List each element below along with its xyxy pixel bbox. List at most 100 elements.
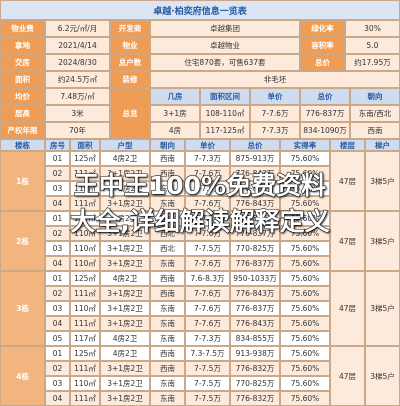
unit-cell: 834-855万 <box>230 331 280 346</box>
unit-cell: 7-7.6万 <box>185 226 230 241</box>
summary-cell: 7-7.6万 <box>250 105 300 122</box>
floors: 47层 <box>330 211 365 271</box>
info-label: 物业 <box>110 37 150 54</box>
unit-cell: 75.60% <box>280 331 330 346</box>
unit-cell: 3+1房2卫 <box>100 361 150 376</box>
unit-cell: 110㎡ <box>70 376 100 391</box>
unit-cell: 01 <box>45 346 70 361</box>
unit-cell: 3+1房2卫 <box>100 301 150 316</box>
unit-cell: 东南 <box>150 196 185 211</box>
unit-cell: 4房2卫 <box>100 331 150 346</box>
units-header: 房号 <box>45 139 70 151</box>
summary-cell: 7-7.3万 <box>250 122 300 139</box>
unit-cell: 834-855万 <box>230 211 280 226</box>
unit-cell: 75.60% <box>280 151 330 166</box>
unit-cell: 111㎡ <box>70 316 100 331</box>
info-label: 装修 <box>110 71 150 88</box>
unit-cell: 125㎡ <box>70 151 100 166</box>
unit-cell: 110㎡ <box>70 301 100 316</box>
unit-cell: 7-7.6万 <box>185 286 230 301</box>
info-label: 拿地 <box>0 37 45 54</box>
unit-cell: 西南 <box>150 166 185 181</box>
unit-cell: 111㎡ <box>70 166 100 181</box>
unit-cell: 776-843万 <box>230 196 280 211</box>
unit-cell: 东南 <box>150 256 185 271</box>
unit-cell: 04 <box>45 391 70 406</box>
unit-cell: 75.60% <box>280 256 330 271</box>
unit-cell: 110㎡ <box>70 241 100 256</box>
lift-ratio: 3梯5户 <box>365 271 400 346</box>
unit-cell: 东南 <box>150 376 185 391</box>
unit-cell: 3+1房2卫 <box>100 286 150 301</box>
unit-cell: 776-843万 <box>230 316 280 331</box>
unit-cell: 770-825万 <box>230 376 280 391</box>
unit-cell: 7-7.5万 <box>185 361 230 376</box>
unit-cell: 776-832万 <box>230 361 280 376</box>
unit-cell: 东南 <box>150 181 185 196</box>
unit-cell: 02 <box>45 361 70 376</box>
summary-label: 产权年限 <box>0 122 45 139</box>
unit-cell: 东南 <box>150 391 185 406</box>
summary-cell: 东南/西北 <box>350 105 400 122</box>
building-label: 3栋 <box>0 271 45 346</box>
unit-cell: 117㎡ <box>70 331 100 346</box>
summary-value: 7.48万/㎡ <box>45 88 110 105</box>
unit-cell: 西南 <box>150 286 185 301</box>
summary-cell: 117-125㎡ <box>200 122 250 139</box>
info-value: 住宅870套，可售637套 <box>150 54 300 71</box>
summary-header: 几房 <box>150 88 200 105</box>
units-header: 面积 <box>70 139 100 151</box>
unit-cell: 7-7.6万 <box>185 301 230 316</box>
unit-cell: 01 <box>45 151 70 166</box>
unit-cell: 75.60% <box>280 211 330 226</box>
summary-label: 层高 <box>0 105 45 122</box>
unit-cell: 776-832万 <box>230 391 280 406</box>
lift-ratio: 3梯5户 <box>365 346 400 406</box>
unit-cell: 7-7.6万 <box>185 181 230 196</box>
units-header: 总价 <box>230 139 280 151</box>
info-label: 面积 <box>0 71 45 88</box>
unit-cell: 7-7.3万 <box>185 151 230 166</box>
info-value: 卓越物业 <box>150 37 300 54</box>
unit-cell: 111㎡ <box>70 391 100 406</box>
info-value: 30% <box>345 20 400 37</box>
unit-cell: 05 <box>45 331 70 346</box>
summary-cell: 4房 <box>150 122 200 139</box>
units-header: 楼栋 <box>0 139 45 151</box>
info-label: 总价 <box>300 54 345 71</box>
unit-cell: 75.60% <box>280 196 330 211</box>
overlay-text: 大全,详细解读解释定义 <box>70 206 331 236</box>
unit-cell: 7.6-8.3万 <box>185 271 230 286</box>
units-header: 楼层 <box>330 139 365 151</box>
unit-cell: 776-837万 <box>230 301 280 316</box>
units-header: 朝向 <box>150 139 185 151</box>
unit-cell: 3+1房2卫 <box>100 226 150 241</box>
unit-cell: 776-837万 <box>230 226 280 241</box>
units-header: 单价 <box>185 139 230 151</box>
info-value: 约24.5万㎡ <box>45 71 110 88</box>
info-label: 交房 <box>0 54 45 71</box>
unit-cell: 75.60% <box>280 301 330 316</box>
unit-cell: 7-7.5万 <box>185 391 230 406</box>
unit-cell: 3+1房2卫 <box>100 241 150 256</box>
units-header: 梯户 <box>365 139 400 151</box>
unit-cell: 75.60% <box>280 346 330 361</box>
unit-cell: 03 <box>45 241 70 256</box>
unit-cell: 776-843万 <box>230 166 280 181</box>
unit-cell: 111㎡ <box>70 286 100 301</box>
floors: 47层 <box>330 151 365 211</box>
summary-value: 3米 <box>45 105 110 122</box>
info-label: 物业费 <box>0 20 45 37</box>
units-header: 实得率 <box>280 139 330 151</box>
summary-cell: 西南 <box>350 122 400 139</box>
unit-cell: 02 <box>45 286 70 301</box>
unit-cell: 125㎡ <box>70 346 100 361</box>
lift-ratio: 3梯5户 <box>365 211 400 271</box>
unit-cell: 7-7.6万 <box>185 316 230 331</box>
unit-cell: 7-7.3万 <box>185 331 230 346</box>
info-label: 容积率 <box>300 37 345 54</box>
unit-cell: 02 <box>45 226 70 241</box>
unit-cell: 04 <box>45 256 70 271</box>
unit-cell: 7-7.5万 <box>185 376 230 391</box>
unit-cell: 01 <box>45 271 70 286</box>
